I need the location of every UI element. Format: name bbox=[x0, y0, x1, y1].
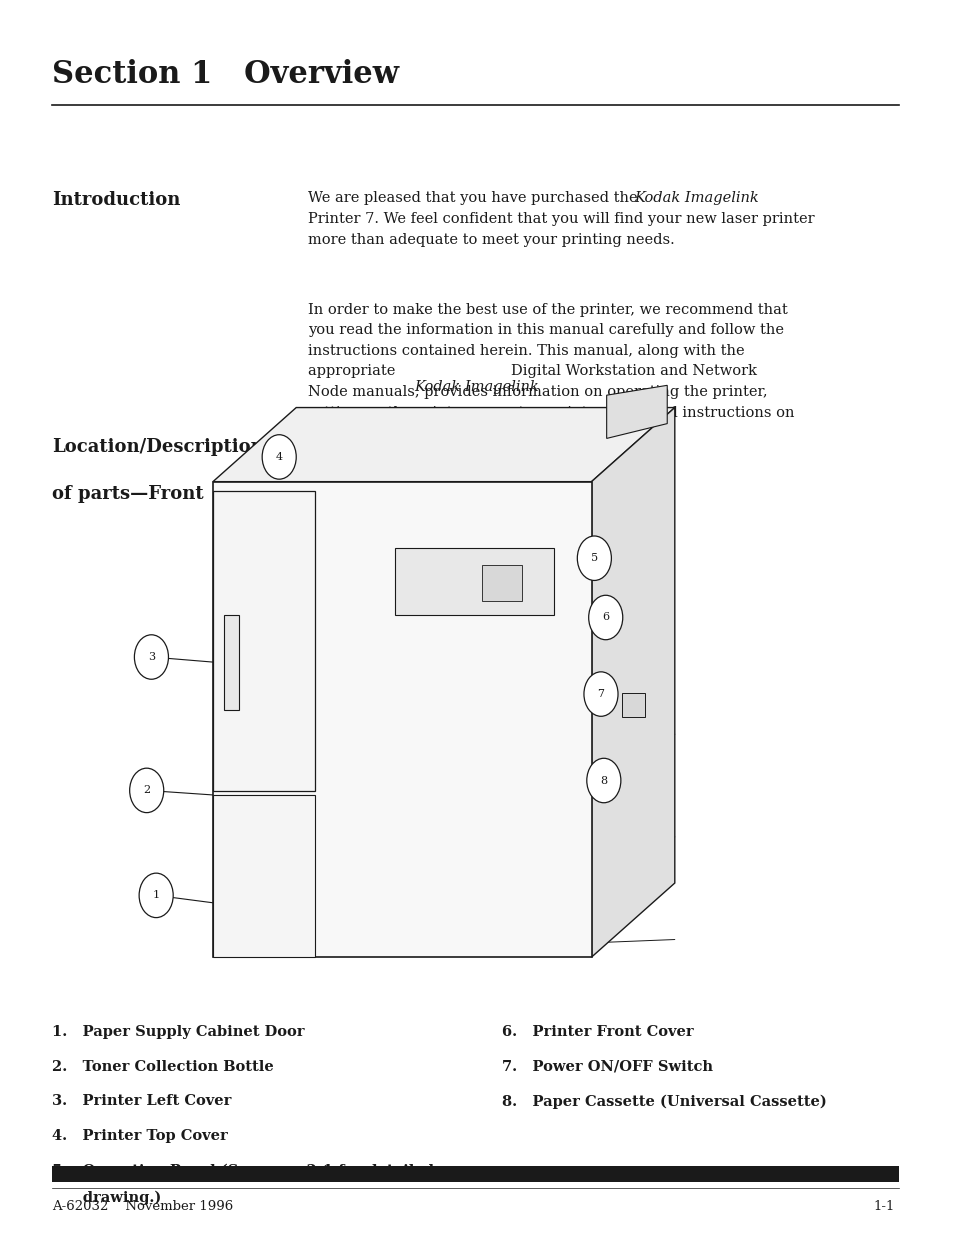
Circle shape bbox=[577, 536, 611, 580]
Text: 1.   Paper Supply Cabinet Door: 1. Paper Supply Cabinet Door bbox=[52, 1025, 304, 1039]
Polygon shape bbox=[591, 408, 674, 957]
Circle shape bbox=[586, 758, 620, 803]
Text: 5: 5 bbox=[590, 553, 598, 563]
Text: 8.   Paper Cassette (Universal Cassette): 8. Paper Cassette (Universal Cassette) bbox=[501, 1094, 825, 1109]
Text: 7: 7 bbox=[597, 689, 604, 699]
Text: We are pleased that you have purchased the
Printer 7. We feel confident that you: We are pleased that you have purchased t… bbox=[307, 191, 813, 247]
Circle shape bbox=[262, 435, 296, 479]
Circle shape bbox=[130, 768, 164, 813]
Text: 7.   Power ON/OFF Switch: 7. Power ON/OFF Switch bbox=[501, 1060, 712, 1073]
Text: 4.   Printer Top Cover: 4. Printer Top Cover bbox=[52, 1129, 228, 1142]
Bar bbox=[621, 693, 644, 718]
Text: 3.   Printer Left Cover: 3. Printer Left Cover bbox=[52, 1094, 232, 1108]
Text: 6.   Printer Front Cover: 6. Printer Front Cover bbox=[501, 1025, 693, 1039]
Circle shape bbox=[139, 873, 173, 918]
Text: 8: 8 bbox=[599, 776, 607, 785]
Text: Kodak Imagelink: Kodak Imagelink bbox=[415, 380, 538, 394]
Circle shape bbox=[588, 595, 622, 640]
Text: Section 1   Overview: Section 1 Overview bbox=[52, 59, 398, 90]
Text: Kodak Imagelink: Kodak Imagelink bbox=[634, 191, 758, 205]
Circle shape bbox=[583, 672, 618, 716]
Text: 5.   Operation Panel (See page 2-1 for detailed: 5. Operation Panel (See page 2-1 for det… bbox=[52, 1163, 434, 1178]
Bar bbox=[395, 548, 553, 615]
Bar bbox=[224, 615, 239, 710]
Bar bbox=[213, 795, 314, 957]
Text: A-62032    November 1996: A-62032 November 1996 bbox=[52, 1200, 233, 1214]
Text: 1-1: 1-1 bbox=[872, 1200, 894, 1214]
Text: 6: 6 bbox=[601, 613, 609, 622]
Text: In order to make the best use of the printer, we recommend that
you read the inf: In order to make the best use of the pri… bbox=[307, 303, 793, 440]
Text: 1: 1 bbox=[152, 890, 159, 900]
Bar bbox=[213, 482, 591, 957]
Text: 4: 4 bbox=[275, 452, 282, 462]
Text: Location/Description: Location/Description bbox=[52, 438, 264, 457]
Text: 2: 2 bbox=[143, 785, 151, 795]
Polygon shape bbox=[213, 408, 674, 482]
Bar bbox=[52, 1166, 898, 1182]
Text: of parts—Front: of parts—Front bbox=[52, 485, 203, 504]
Text: drawing.): drawing.) bbox=[52, 1191, 161, 1205]
Bar bbox=[213, 492, 314, 790]
Circle shape bbox=[134, 635, 169, 679]
Bar bbox=[481, 564, 521, 601]
Text: Introduction: Introduction bbox=[52, 191, 180, 210]
Polygon shape bbox=[606, 385, 666, 438]
Text: 3: 3 bbox=[148, 652, 154, 662]
Text: 2.   Toner Collection Bottle: 2. Toner Collection Bottle bbox=[52, 1060, 274, 1073]
